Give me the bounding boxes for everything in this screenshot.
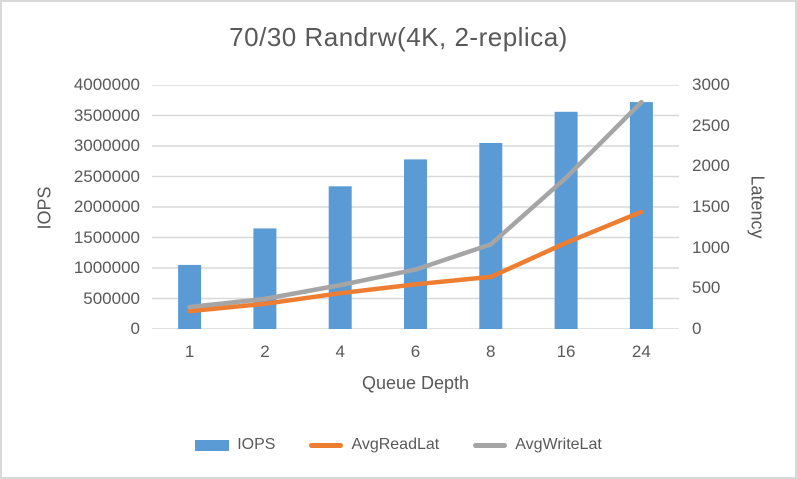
legend-item-iops: IOPS — [195, 436, 275, 454]
x-axis-tick-label-qd8: 8 — [486, 342, 496, 361]
iops-bar-qd1 — [178, 264, 202, 329]
avgreadlat-line — [187, 209, 644, 314]
plot-area — [152, 85, 679, 329]
left-axis-tick-label: 1500000 — [73, 227, 140, 247]
left-axis-tick-label: 1000000 — [73, 258, 140, 277]
right-axis-tick-label: 2000 — [692, 156, 730, 176]
right-axis-tick-label: 2500 — [692, 115, 730, 135]
avgwritelat-line — [187, 99, 644, 310]
legend-item-avgreadlat: AvgReadLat — [309, 436, 439, 454]
iops-bar-qd4 — [328, 186, 352, 329]
right-axis-tick-label: 1000 — [692, 237, 730, 257]
left-axis-tick-label: 500000 — [83, 288, 140, 308]
right-axis-tick-label: 0 — [692, 319, 702, 338]
left-axis-tick-label: 3500000 — [73, 105, 140, 125]
legend-bar-swatch-iops — [195, 439, 230, 451]
iops-bar-qd6 — [404, 159, 427, 329]
x-axis-tick-label-qd6: 6 — [410, 342, 421, 361]
legend: IOPS AvgReadLat AvgWriteLat — [2, 436, 795, 454]
legend-label-avgwritelat: AvgWriteLat — [515, 436, 602, 453]
legend-label-iops: IOPS — [237, 436, 276, 453]
left-axis-tick-label: 4000000 — [73, 75, 140, 94]
x-axis-tick-label-qd2: 2 — [260, 342, 270, 361]
x-axis-tick-label-qd16: 16 — [556, 342, 576, 361]
left-axis-tick-label: 2000000 — [73, 197, 140, 216]
x-axis-tick-label-qd4: 4 — [335, 342, 345, 361]
left-axis-tick-label: 2500000 — [73, 166, 140, 186]
left-axis-tick-label: 0 — [130, 319, 140, 338]
legend-line-swatch-avgwritelat — [473, 442, 508, 448]
x-axis-tick-label-qd1: 1 — [184, 342, 195, 361]
iops-bar-qd16 — [554, 111, 578, 329]
x-axis-title: Queue Depth — [361, 373, 470, 393]
left-axis-tick-label: 3000000 — [73, 136, 140, 155]
legend-label-avgreadlat: AvgReadLat — [351, 436, 440, 453]
right-axis-tick-label: 1500 — [692, 197, 730, 216]
iops-bar-qd2 — [253, 228, 277, 329]
chart-title: 70/30 Randrw(4K, 2-replica) — [229, 22, 568, 52]
iops-bar-qd8 — [479, 143, 503, 329]
right-axis-tick-label: 500 — [692, 278, 721, 298]
x-axis-tick-label-qd24: 24 — [631, 342, 651, 361]
legend-item-avgwritelat: AvgWriteLat — [473, 436, 602, 454]
legend-line-swatch-avgreadlat — [309, 442, 344, 448]
iops-bar-qd24 — [629, 102, 653, 329]
right-axis-tick-label: 3000 — [692, 75, 730, 94]
right-axis-title: Latency — [747, 175, 768, 239]
